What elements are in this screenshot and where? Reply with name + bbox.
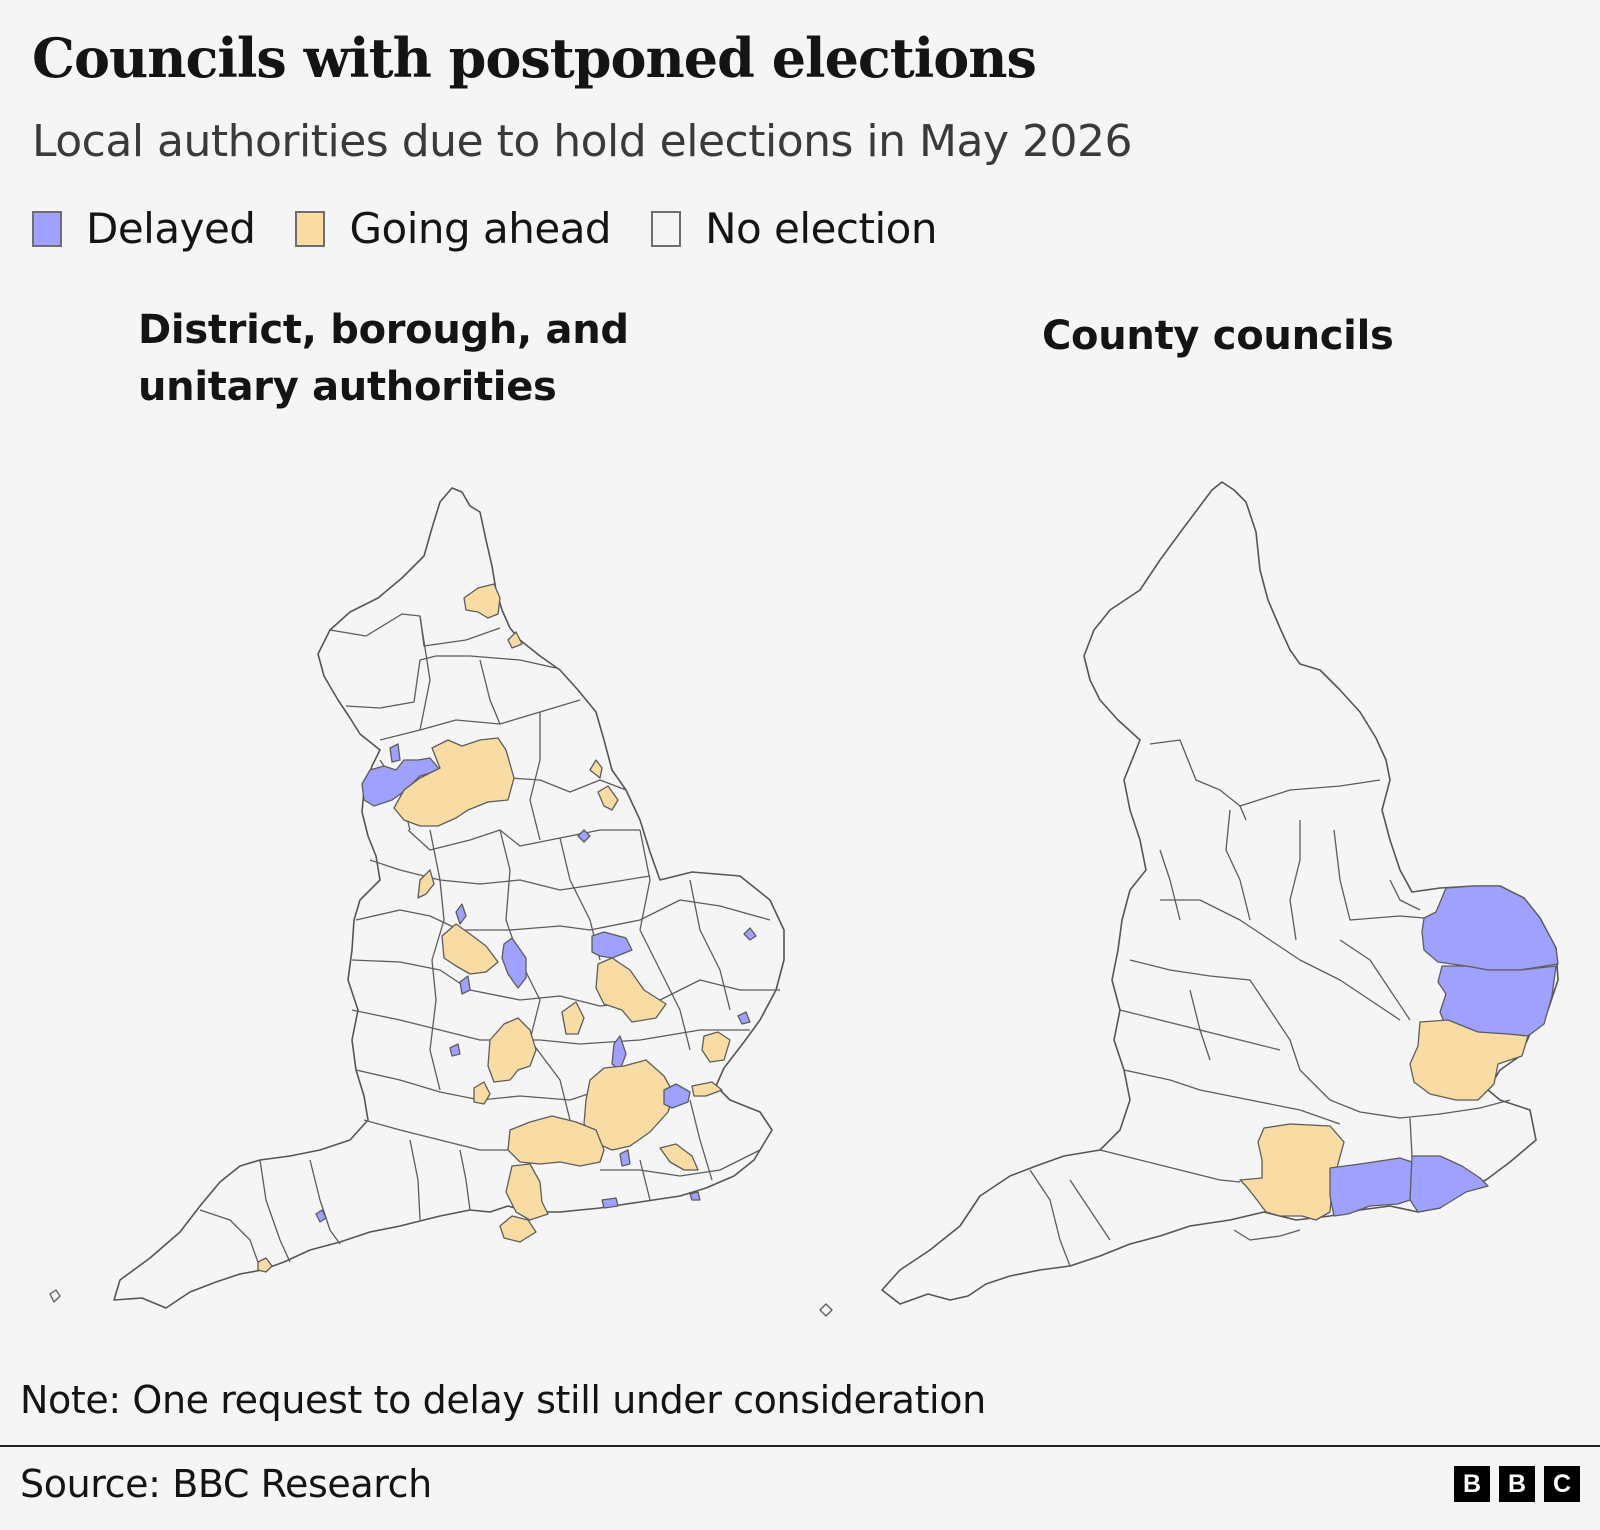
region-going-ahead: Stoke: [417, 869, 435, 899]
legend-label: Delayed: [86, 204, 256, 253]
england-outline: [881, 481, 1559, 1305]
region-going-ahead: Isle of Wight: [499, 1215, 537, 1243]
bbc-logo-letter: C: [1544, 1466, 1580, 1502]
region-going-ahead: Greater Manchester & West Yorkshire: [393, 737, 515, 827]
right-map-title: County councils: [1042, 313, 1394, 359]
going-ahead-swatch-icon: [295, 211, 326, 247]
region-delayed: Luton / Stevenage: [611, 1035, 627, 1071]
footer-divider: [0, 1445, 1600, 1447]
england-outline: [113, 487, 785, 1309]
region-going-ahead: Maidstone area: [659, 1143, 699, 1171]
region-delayed: Norfolk: [1421, 885, 1559, 971]
region-delayed: Redditch: [459, 975, 471, 995]
region-going-ahead: Swindon: [473, 1081, 491, 1105]
county-regions: NorfolkSuffolkEssexHampshireWest SussexE…: [1239, 885, 1559, 1221]
legend-label: No election: [705, 204, 937, 253]
legend-item-no-election: No election: [651, 208, 937, 250]
county-map: NorfolkSuffolkEssexHampshireWest SussexE…: [819, 481, 1559, 1317]
region-delayed: Nuneaton: [501, 937, 527, 989]
county-boundaries: [1029, 739, 1511, 1267]
region-delayed: Worthing: [601, 1197, 619, 1209]
region-delayed: West Sussex: [1329, 1157, 1413, 1217]
left-map-title: District, borough, and unitary authoriti…: [138, 307, 629, 410]
bbc-logo: B B C: [1454, 1466, 1580, 1502]
legend-label: Going ahead: [349, 204, 612, 253]
chart-subtitle: Local authorities due to hold elections …: [32, 116, 1132, 167]
region-delayed: Ipswich: [737, 1011, 751, 1025]
region-going-ahead: Plymouth: [257, 1257, 273, 1273]
district-regions: TynesideHartlepoolWest Lancashire / Chor…: [257, 583, 757, 1273]
scilly-isles: [819, 1303, 833, 1317]
region-going-ahead: Birmingham area: [441, 923, 499, 975]
region-going-ahead: Hull: [589, 759, 603, 779]
region-going-ahead: Hampshire districts: [505, 1163, 549, 1221]
region-going-ahead: Bedford / Cambridge area: [595, 957, 667, 1023]
scilly-isles: [49, 1289, 61, 1303]
region-going-ahead: Northampton: [561, 1001, 585, 1035]
region-delayed: Cannock Chase: [455, 903, 467, 925]
chart-title: Councils with postponed elections: [32, 26, 1037, 90]
bbc-logo-letter: B: [1454, 1466, 1490, 1502]
region-delayed: Exeter: [315, 1209, 327, 1223]
region-going-ahead: Colchester: [701, 1031, 731, 1063]
legend-item-delayed: Delayed: [32, 204, 256, 253]
legend: Delayed Going ahead No election: [32, 208, 977, 250]
source-credit: Source: BBC Research: [20, 1462, 432, 1506]
region-going-ahead: Tyneside: [463, 583, 501, 619]
region-going-ahead: Southend: [691, 1081, 723, 1097]
region-delayed: Lincoln: [577, 829, 591, 843]
legend-item-going-ahead: Going ahead: [295, 204, 612, 253]
region-delayed: Lancaster: [389, 743, 401, 763]
no-election-swatch-icon: [651, 211, 682, 247]
region-delayed: Peterborough: [591, 931, 633, 959]
region-delayed: East Sussex: [1409, 1155, 1489, 1213]
region-going-ahead: Essex: [1409, 1019, 1529, 1101]
region-going-ahead: Oxfordshire area: [487, 1017, 537, 1083]
region-delayed: Worcester: [449, 1043, 461, 1057]
region-delayed: Norwich: [743, 927, 757, 941]
region-delayed: Crawley: [619, 1149, 631, 1167]
region-going-ahead: North Lincolnshire: [597, 785, 619, 811]
region-going-ahead: Hartlepool: [507, 631, 523, 649]
region-delayed: Hastings: [689, 1191, 701, 1201]
bbc-logo-letter: B: [1499, 1466, 1535, 1502]
delayed-swatch-icon: [32, 211, 62, 247]
region-going-ahead: Surrey / Reading: [507, 1115, 605, 1167]
district-map: TynesideHartlepoolWest Lancashire / Chor…: [49, 487, 785, 1309]
region-delayed: Thurrock: [663, 1083, 691, 1109]
footnote: Note: One request to delay still under c…: [20, 1378, 986, 1422]
region-going-ahead: Hampshire: [1239, 1123, 1345, 1221]
